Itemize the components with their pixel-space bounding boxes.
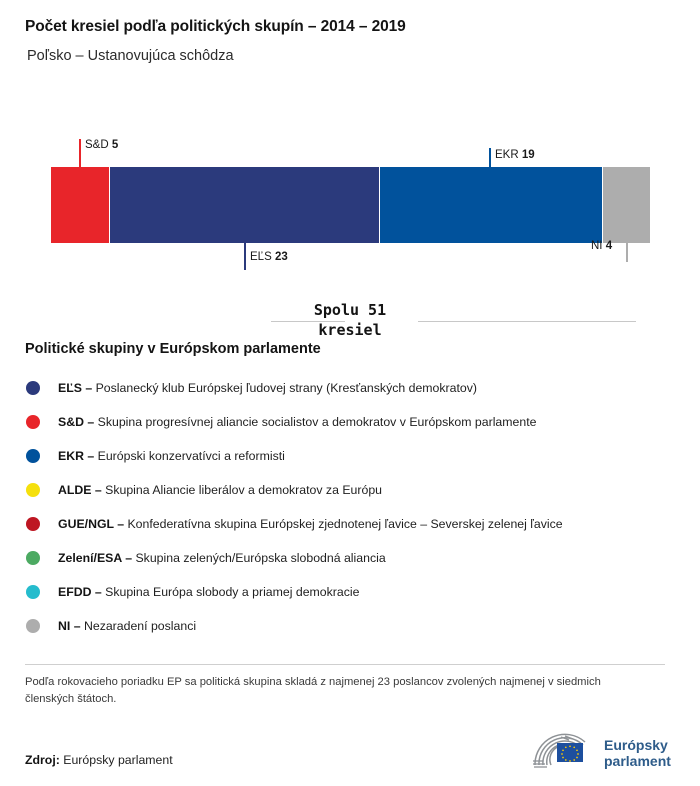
legend-color-swatch-icon: [26, 517, 40, 531]
legend-item-abbr: EFDD –: [58, 585, 102, 599]
legend-item-description: Skupina Európa slobody a priamej demokra…: [101, 585, 360, 599]
legend-item-zelen/esa[interactable]: Zelení/ESA – Skupina zelených/Európska s…: [25, 541, 665, 575]
source-value: Európsky parlament: [63, 753, 173, 767]
legend-item-abbr: EĽS –: [58, 381, 93, 395]
legend-color-swatch-icon: [26, 483, 40, 497]
callout-label-els: EĽS 23: [250, 251, 288, 263]
seats-stacked-bar-chart: [51, 167, 650, 243]
legend-item-label: Zelení/ESA – Skupina zelených/Európska s…: [58, 551, 386, 565]
legend-item-efdd[interactable]: EFDD – Skupina Európa slobody a priamej …: [25, 575, 665, 609]
callout-value-ekr: 19: [521, 149, 535, 161]
legend-title: Politické skupiny v Európskom parlamente: [25, 341, 321, 357]
total-divider-right: [418, 321, 636, 322]
legend-item-label: EĽS – Poslanecký klub Európskej ľudovej …: [58, 381, 477, 395]
legend-item-description: Skupina Aliancie liberálov a demokratov …: [101, 483, 382, 497]
callout-line-ni: [626, 243, 628, 262]
legend-item-abbr: EKR –: [58, 449, 95, 463]
legend-list: EĽS – Poslanecký klub Európskej ľudovej …: [25, 371, 665, 643]
bar-segment-ekr[interactable]: [379, 167, 604, 243]
legend-color-swatch-icon: [26, 415, 40, 429]
ep-logo-line2: parlament: [604, 753, 671, 769]
legend-item-alde[interactable]: ALDE – Skupina Aliancie liberálov a demo…: [25, 473, 665, 507]
bar-segment-s-d[interactable]: [51, 167, 110, 243]
bar-segment-e-s[interactable]: [109, 167, 380, 243]
callout-label-ni: NI 4: [591, 240, 612, 252]
callout-line-els: [244, 243, 246, 270]
source-label: Zdroj:: [25, 753, 60, 767]
total-seats-block: Spolu 51 kresiel: [0, 300, 700, 340]
legend-item-abbr: NI –: [58, 619, 81, 633]
legend-item-abbr: ALDE –: [58, 483, 102, 497]
page-title: Počet kresiel podľa politických skupín –…: [25, 18, 406, 35]
legend-item-es[interactable]: EĽS – Poslanecký klub Európskej ľudovej …: [25, 371, 665, 405]
legend-color-swatch-icon: [26, 551, 40, 565]
legend-item-description: Skupina progresívnej aliancie socialisto…: [94, 415, 537, 429]
legend-item-label: EKR – Európski konzervatívci a reformist…: [58, 449, 285, 463]
legend-item-label: GUE/NGL – Konfederatívna skupina Európsk…: [58, 517, 563, 531]
legend-item-ni[interactable]: NI – Nezaradení poslanci: [25, 609, 665, 643]
callout-value-els: 23: [274, 251, 288, 263]
legend-item-label: EFDD – Skupina Európa slobody a priamej …: [58, 585, 359, 599]
legend-item-ekr[interactable]: EKR – Európski konzervatívci a reformist…: [25, 439, 665, 473]
ep-logo-line1: Európsky: [604, 737, 668, 753]
callout-label-ekr: EKR 19: [495, 149, 535, 161]
legend-color-swatch-icon: [26, 381, 40, 395]
callout-value-ni: 4: [605, 240, 613, 252]
legend-item-label: S&D – Skupina progresívnej aliancie soci…: [58, 415, 536, 429]
legend-item-abbr: GUE/NGL –: [58, 517, 125, 531]
source-line: Zdroj: Európsky parlament: [25, 753, 173, 767]
legend-item-description: Konfederatívna skupina Európskej zjednot…: [124, 517, 563, 531]
legend-item-label: NI – Nezaradení poslanci: [58, 619, 196, 633]
page-subtitle: Poľsko – Ustanovujúca schôdza: [27, 48, 234, 64]
legend-color-swatch-icon: [26, 619, 40, 633]
callout-value-sd: 5: [111, 139, 119, 151]
legend-item-gue/ngl[interactable]: GUE/NGL – Konfederatívna skupina Európsk…: [25, 507, 665, 541]
legend-color-swatch-icon: [26, 585, 40, 599]
total-divider-left: [271, 321, 345, 322]
callout-name-sd: S&D: [85, 139, 109, 151]
ep-hemicycle-icon: [527, 731, 597, 776]
bar-segment-ni[interactable]: [603, 167, 650, 243]
total-seats-text: Spolu 51 kresiel: [313, 301, 387, 339]
callout-label-sd: S&D 5: [85, 139, 118, 151]
callout-name-ekr: EKR: [495, 149, 519, 161]
callout-line-ekr: [489, 148, 491, 167]
legend-item-description: Nezaradení poslanci: [80, 619, 197, 633]
legend-item-description: Skupina zelených/Európska slobodná alian…: [132, 551, 386, 565]
legend-item-abbr: Zelení/ESA –: [58, 551, 133, 565]
legend-item-description: Európski konzervatívci a reformisti: [94, 449, 285, 463]
callout-name-els: EĽS: [250, 251, 272, 263]
legend-item-sd[interactable]: S&D – Skupina progresívnej aliancie soci…: [25, 405, 665, 439]
legend-item-label: ALDE – Skupina Aliancie liberálov a demo…: [58, 483, 382, 497]
legend-item-description: Poslanecký klub Európskej ľudovej strany…: [92, 381, 477, 395]
legend-item-abbr: S&D –: [58, 415, 95, 429]
callout-line-sd: [79, 139, 81, 167]
callout-name-ni: NI: [591, 240, 603, 252]
european-parliament-logo: Európsky parlament: [527, 730, 671, 776]
footnote-divider: [25, 664, 665, 665]
legend-color-swatch-icon: [26, 449, 40, 463]
footnote-text: Podľa rokovacieho poriadku EP sa politic…: [25, 676, 601, 705]
ep-logo-text: Európsky parlament: [604, 737, 671, 769]
